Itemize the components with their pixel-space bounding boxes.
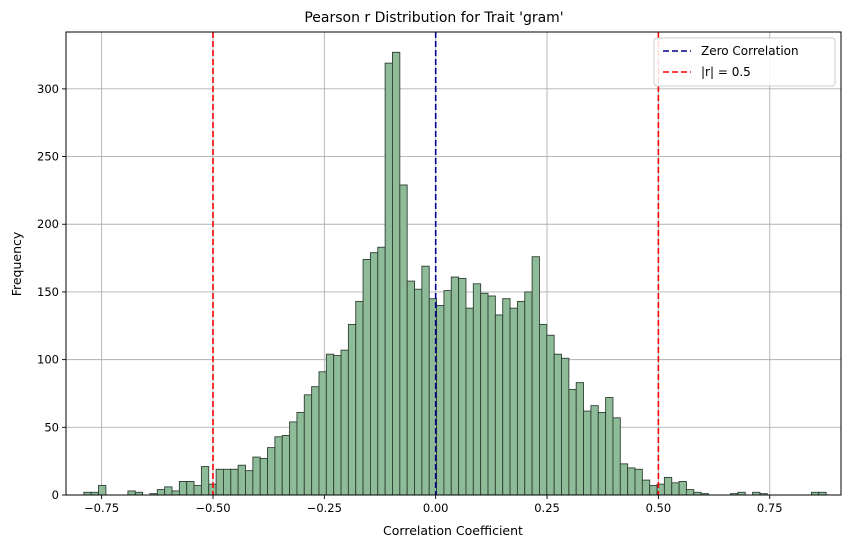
histogram-bar [480,292,489,496]
histogram-bar [289,421,298,496]
x-axis-ticks: −0.75 −0.50 −0.25 0.00 0.25 0.50 0.75 [84,495,783,515]
histogram-bar [597,411,607,496]
histogram-bar [502,298,511,496]
histogram-bar [193,485,202,496]
histogram-bar [215,468,224,496]
y-tick-label: 100 [37,353,59,367]
histogram-bar [443,290,452,496]
histogram-bar [458,277,467,496]
x-tick-label: 0.75 [757,501,783,515]
plot-frame [65,31,842,496]
y-axis-ticks: 0 50 100 150 200 250 300 [37,82,66,502]
x-tick-label: 0.25 [534,501,560,515]
histogram-bar [333,355,342,496]
histogram-bar [612,417,621,496]
histogram-bar [678,481,687,496]
histogram-bar [553,353,562,496]
histogram-bar [274,436,283,496]
histogram-bar [171,490,180,496]
histogram-bar [649,485,658,496]
histogram-bar [362,258,371,496]
legend-label: |r| = 0.5 [701,65,751,79]
y-tick-label: 50 [44,420,59,434]
histogram-bar [98,485,107,496]
reference-lines [212,32,660,495]
histogram-bar [369,252,379,496]
histogram-bar [531,256,540,496]
y-tick-label: 0 [52,488,59,502]
histogram-bar [230,468,239,496]
histogram-bar [259,457,268,496]
histogram-bar [156,489,166,496]
histogram-bar [318,371,327,496]
histogram-bar [311,386,320,496]
histogram-bar [671,482,680,496]
histogram-bar [347,323,357,496]
legend: Zero Correlation |r| = 0.5 [653,37,836,87]
histogram-bar [568,388,577,496]
histogram-bar [436,305,445,496]
histogram-bar [539,323,548,496]
histogram-bar [186,481,195,496]
y-tick-label: 250 [37,150,59,164]
histogram-bar [377,246,386,496]
histogram-bar [296,411,305,496]
histogram-bar [583,410,592,496]
histogram-bar [627,467,636,496]
histogram-bar [245,470,254,496]
x-axis-label: Correlation Coefficient [383,523,523,538]
histogram-bar [450,276,460,496]
y-tick-label: 150 [37,285,59,299]
histogram-bar [399,184,408,496]
histogram-bar [355,300,364,496]
histogram-bar [663,476,673,496]
histogram-bar [222,468,232,496]
histogram-bar [590,405,599,496]
histogram-bar [685,489,695,496]
histogram-bar [516,300,526,496]
legend-box [653,37,836,87]
histogram-bar [487,295,496,496]
legend-label: Zero Correlation [701,44,799,58]
histogram-bar [267,447,276,496]
histogram-bar [164,486,173,496]
histogram-bar [178,481,188,496]
histogram-bar [384,62,393,496]
histogram-bar [494,314,504,496]
y-tick-label: 200 [37,217,59,231]
histogram-bar [392,51,401,496]
y-axis-label: Frequency [9,231,24,296]
histogram-bar [561,357,570,496]
x-tick-label: −0.25 [307,501,342,515]
y-tick-label: 300 [37,82,59,96]
histogram-bar [325,353,335,496]
histogram-bar [575,382,585,496]
histogram-bar [281,434,291,496]
histogram-bar [421,265,430,496]
histogram-bar [546,334,555,496]
x-tick-label: 0.00 [423,501,449,515]
x-tick-label: 0.50 [646,501,672,515]
histogram-bar [605,397,614,496]
histogram-bar [465,307,474,496]
histogram-bar [634,468,643,496]
histogram-bar [641,479,651,496]
histogram-bar [524,291,533,496]
x-tick-label: −0.75 [84,501,119,515]
histogram-bar [406,280,415,496]
histogram-bar [472,283,482,496]
histogram-bar [619,463,629,496]
histogram-bar [509,307,518,496]
x-tick-label: −0.50 [195,501,230,515]
histogram-bar [340,349,349,496]
histogram-bar [200,466,210,496]
histogram-bar [127,490,136,496]
histogram-bar [414,288,423,496]
histogram-bar [252,456,261,496]
chart-title: Pearson r Distribution for Trait 'gram' [304,10,563,26]
histogram-bar [237,464,246,496]
histogram-bar [303,394,313,496]
histogram-bars [83,51,827,496]
